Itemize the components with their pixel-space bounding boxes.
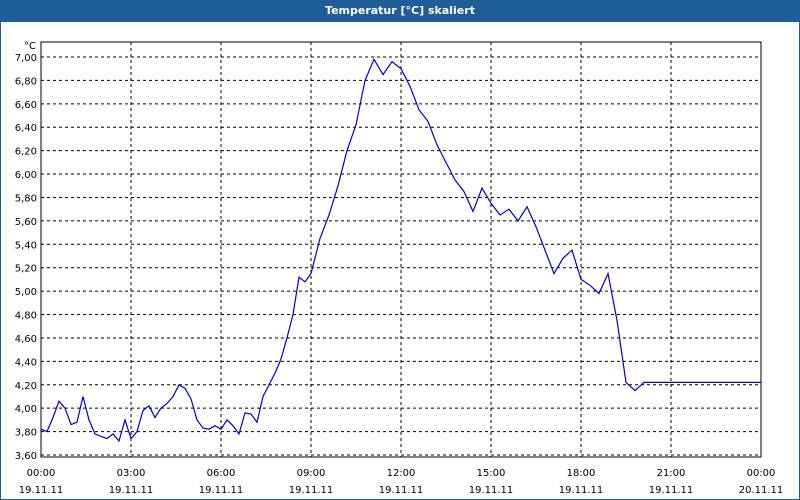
y-axis-unit-label: °C: [24, 41, 36, 52]
x-tick-date: 19.11.11: [649, 485, 694, 496]
temperature-chart: °C 3,60 3,80 4,00 4,20 4,40 4,60 4,80 5,00 5,20 5…: [15, 41, 784, 496]
y-tick-label: 4,00: [15, 404, 37, 415]
y-tick-label: 7,00: [15, 53, 37, 64]
series-group: [40, 57, 761, 443]
y-tick-label: 5,00: [15, 287, 37, 298]
x-tick-time: 12:00: [387, 468, 416, 479]
grid: [41, 42, 761, 457]
x-tick-time: 00:00: [27, 468, 56, 479]
x-tick-time: 21:00: [657, 468, 686, 479]
x-tick-time: 06:00: [207, 468, 236, 479]
y-tick-label: 4,60: [15, 334, 37, 345]
y-tick-label: 5,40: [15, 240, 37, 251]
x-tick-time: 03:00: [117, 468, 146, 479]
y-tick-label: 5,80: [15, 193, 37, 204]
y-tick-label: 6,80: [15, 76, 37, 87]
x-tick-time: 00:00: [747, 468, 776, 479]
y-tick-label: 4,80: [15, 311, 37, 322]
x-tick-time: 18:00: [567, 468, 596, 479]
window-title: Temperatur [°C] skaliert: [0, 0, 800, 22]
y-tick-label: 3,60: [15, 451, 37, 462]
y-tick-label: 6,40: [15, 123, 37, 134]
x-tick-date: 19.11.11: [19, 485, 64, 496]
y-tick-label: 4,40: [15, 357, 37, 368]
y-tick-label: 3,80: [15, 428, 37, 439]
y-tick-label: 6,00: [15, 170, 37, 181]
x-tick-date: 20.11.11: [739, 485, 784, 496]
x-tick-time: 09:00: [297, 468, 326, 479]
x-tick-labels: 00:00 19.11.11 03:00 19.11.11 06:00 19.11.11 0…: [19, 468, 784, 496]
x-tick-date: 19.11.11: [289, 485, 334, 496]
window-border-left: [0, 22, 1, 500]
y-tick-label: 4,20: [15, 381, 37, 392]
y-tick-label: 5,20: [15, 264, 37, 275]
plot-area-frame: [40, 41, 762, 458]
x-tick-time: 15:00: [477, 468, 506, 479]
x-tick-date: 19.11.11: [379, 485, 424, 496]
y-tick-labels: 3,60 3,80 4,00 4,20 4,40 4,60 4,80 5,00 5,20 5,40…: [15, 53, 37, 462]
x-tick-date: 19.11.11: [109, 485, 154, 496]
x-tick-date: 19.11.11: [559, 485, 604, 496]
x-tick-date: 19.11.11: [199, 485, 244, 496]
temperature-series-line: [40, 57, 761, 443]
x-tick-date: 19.11.11: [469, 485, 514, 496]
y-tick-label: 6,60: [15, 100, 37, 111]
y-tick-label: 5,60: [15, 217, 37, 228]
y-tick-label: 6,20: [15, 147, 37, 158]
